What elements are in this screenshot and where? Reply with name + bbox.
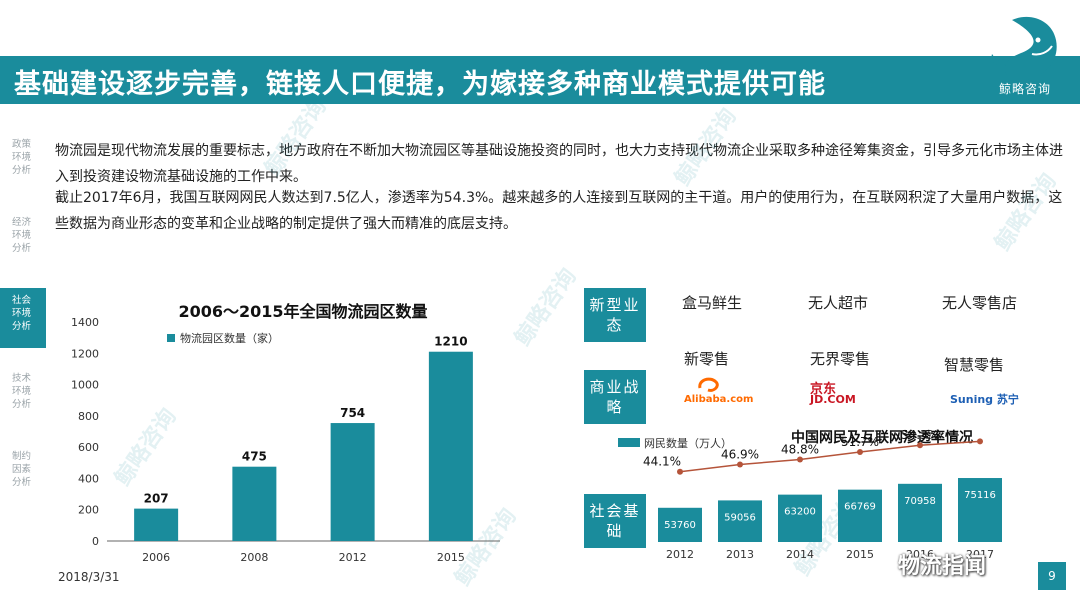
jd-brand-cn: 京东 xyxy=(810,382,837,397)
x-tick-label: 2014 xyxy=(786,548,814,561)
line-label: 48.8% xyxy=(781,443,819,457)
y-tick-label: 0 xyxy=(92,535,99,548)
sidebar-item-economy[interactable]: 经济环境分析 xyxy=(12,217,32,254)
data-label: 66769 xyxy=(844,502,876,513)
category-social-foundation: 社会基础 xyxy=(584,494,646,548)
bars: 53760 59056 63200 66769 70958 75116 xyxy=(658,478,1002,542)
x-tick-label: 2012 xyxy=(666,548,694,561)
y-tick-label: 800 xyxy=(78,410,99,423)
bar xyxy=(898,483,942,542)
x-tick-label: 2015 xyxy=(846,548,874,561)
line-point xyxy=(857,448,863,455)
y-axis-ticks: 0 200 400 600 800 1000 1200 1400 xyxy=(71,316,99,548)
category-business-strategy: 商业战略 xyxy=(584,370,646,424)
bar xyxy=(838,489,882,542)
sidebar-item-policy[interactable]: 政策环境分析 xyxy=(12,139,32,176)
data-label: 207 xyxy=(144,492,169,506)
suning-brand: Suning 苏宁 xyxy=(950,393,1019,406)
watermark: 鲸略咨询 xyxy=(510,264,582,351)
bar xyxy=(658,507,702,542)
bar xyxy=(428,351,473,541)
page-title: 基础建设逐步完善，链接人口便捷，为嫁接多种商业模式提供可能 xyxy=(14,69,826,100)
line-label: 46.9% xyxy=(721,447,759,461)
sidebar-item-constraints[interactable]: 制约因素分析 xyxy=(12,451,32,488)
category-new-format: 新型业态 xyxy=(584,288,646,342)
page-number: 9 xyxy=(1038,562,1066,590)
x-tick-label: 2015 xyxy=(437,551,465,564)
intro-paragraph: 物流园是现代物流发展的重要标志，地方政府在不断加大物流园区等基础设施投资的同时，… xyxy=(55,143,1063,185)
sidebar-item-society[interactable]: 社会环境分析 xyxy=(0,288,46,348)
legend-swatch xyxy=(618,438,640,447)
x-tick-label: 2008 xyxy=(240,551,268,564)
penetration-line: 44.1% 46.9% 48.8% 51.7% 54.3% xyxy=(643,428,983,475)
model-unmanned-store: 无人零售店 xyxy=(942,294,1018,312)
y-tick-label: 400 xyxy=(78,472,99,485)
legend-label: 网民数量（万人） xyxy=(644,437,732,450)
line-point xyxy=(737,461,743,468)
data-label: 1210 xyxy=(434,335,467,349)
data-label: 475 xyxy=(242,450,267,464)
data-label: 59056 xyxy=(724,512,756,523)
y-tick-label: 1000 xyxy=(71,379,99,392)
bar xyxy=(718,500,762,542)
model-boundless-retail: 无界零售 xyxy=(810,350,871,368)
bar xyxy=(134,508,179,541)
data-label: 63200 xyxy=(784,507,816,518)
model-hema: 盒马鲜生 xyxy=(682,294,743,312)
jd-brand-en: JD.COM xyxy=(810,393,856,406)
bar xyxy=(958,478,1002,542)
business-model-panel: 新型业态 商业战略 社会基础 盒马鲜生 无人超市 无人零售店 新零售 无界零售 … xyxy=(580,288,1070,558)
x-axis-labels: 2012 2013 2014 2015 2016 2017 xyxy=(666,548,994,561)
date-label: 2018/3/31 xyxy=(58,570,120,584)
y-tick-label: 1200 xyxy=(71,347,99,360)
chart-title: 2006～2015年全国物流园区数量 xyxy=(178,302,427,321)
line-point xyxy=(917,442,923,449)
sidebar-item-technology[interactable]: 技术环境分析 xyxy=(12,373,32,410)
bar xyxy=(330,423,375,541)
chart-title: 中国网民及互联网渗透率情况 xyxy=(791,429,973,446)
wechat-label: 物流指闻 xyxy=(898,554,987,579)
model-new-retail: 新零售 xyxy=(684,350,730,368)
y-tick-label: 1400 xyxy=(71,316,99,329)
alibaba-brand: Alibaba.com xyxy=(684,394,754,405)
line-path xyxy=(679,440,981,473)
alibaba-logo-icon xyxy=(698,377,719,392)
netizen-chart: 中国网民及互联网渗透率情况 网民数量（万人） 53760 59056 63200 66… xyxy=(618,428,1002,561)
data-label: 754 xyxy=(340,406,365,420)
data-label: 53760 xyxy=(664,520,696,531)
line-point xyxy=(797,456,803,463)
internet-paragraph: 截止2017年6月，我国互联网网民人数达到7.5亿人，渗透率为54.3%。越来越… xyxy=(55,190,1063,232)
line-label: 44.1% xyxy=(643,455,681,469)
line-label: 51.7% xyxy=(841,435,879,449)
logo-text: 鲸略咨询 xyxy=(998,82,1051,96)
model-smart-retail: 智慧零售 xyxy=(944,356,1005,374)
x-tick-label: 2013 xyxy=(726,548,754,561)
legend-swatch xyxy=(167,334,175,342)
bar xyxy=(232,466,277,541)
x-tick-label: 2012 xyxy=(339,551,367,564)
logistics-park-chart: 2006～2015年全国物流园区数量 物流园区数量（家） 0 200 400 600 8… xyxy=(71,302,500,564)
line-label: 54.3% xyxy=(901,428,939,442)
line-point xyxy=(677,468,683,475)
model-unmanned-supermarket: 无人超市 xyxy=(808,294,869,312)
line-point xyxy=(977,438,983,445)
x-tick-label: 2017 xyxy=(966,548,994,561)
bars: 207 2006 475 2008 754 2012 1210 2015 xyxy=(134,335,473,564)
whale-logo-icon xyxy=(991,16,1057,81)
data-label: 70958 xyxy=(904,496,936,507)
x-tick-label: 2006 xyxy=(142,551,170,564)
x-tick-label: 2016 xyxy=(906,548,934,561)
y-tick-label: 600 xyxy=(78,441,99,454)
legend-label: 物流园区数量（家） xyxy=(180,331,279,345)
data-label: 75116 xyxy=(964,490,996,501)
bar xyxy=(778,494,822,542)
title-bar xyxy=(0,56,1080,104)
y-tick-label: 200 xyxy=(78,504,99,517)
